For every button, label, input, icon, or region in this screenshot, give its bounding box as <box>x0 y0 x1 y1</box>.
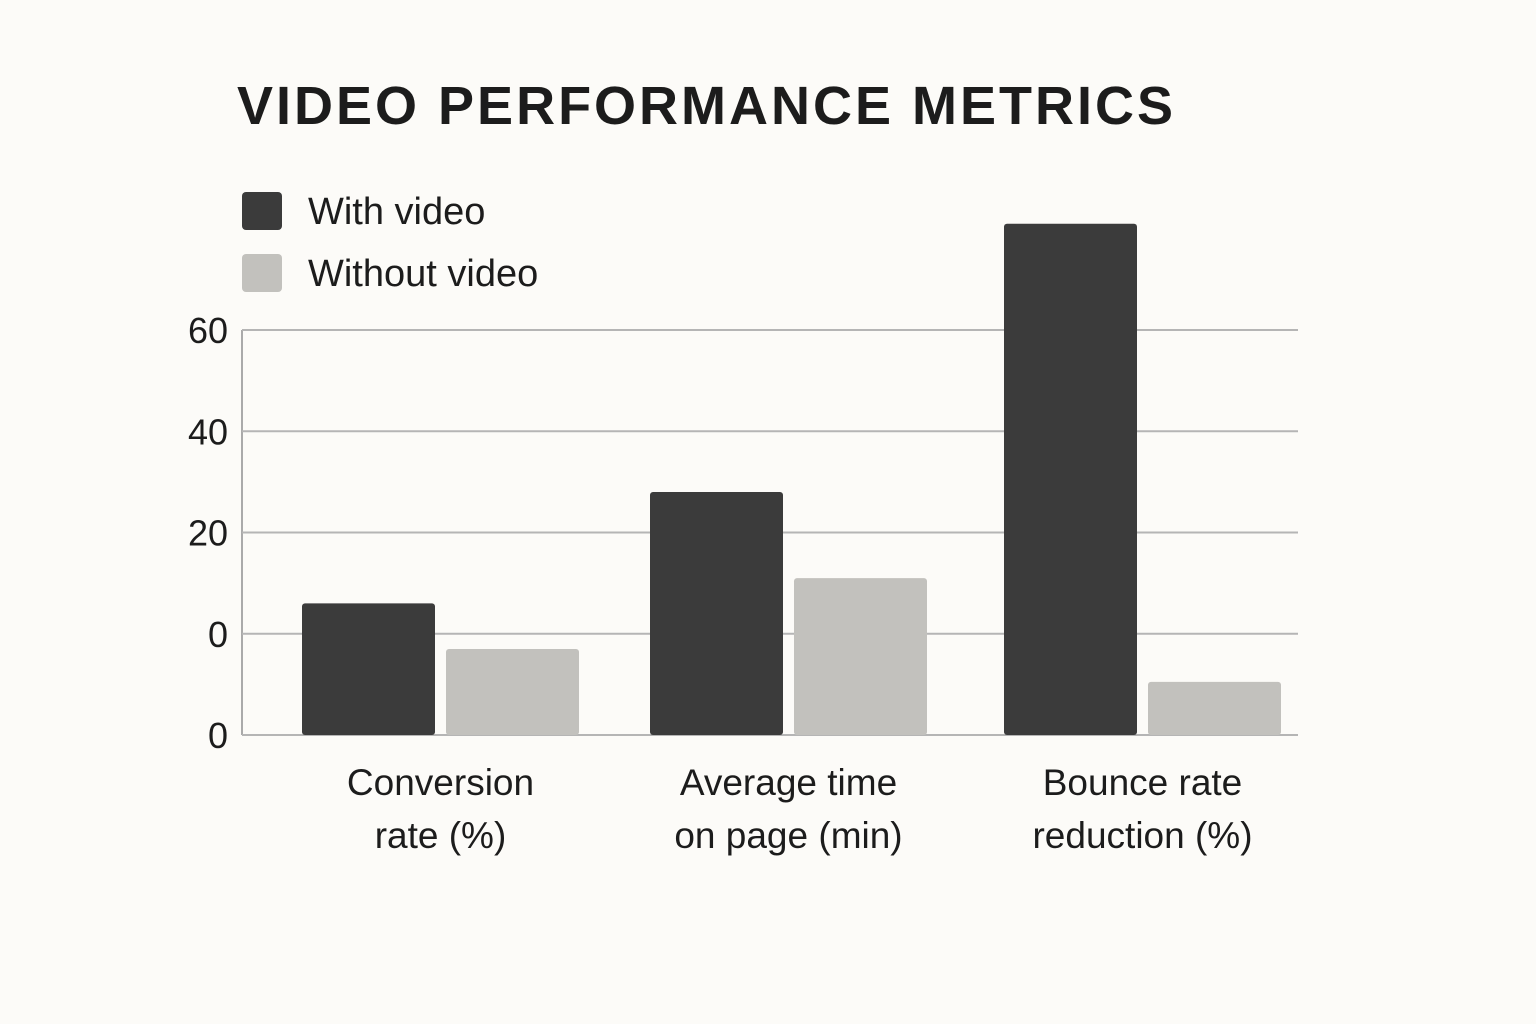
bar <box>650 492 783 735</box>
legend-swatch <box>242 254 282 292</box>
bar <box>446 648 579 735</box>
legend-swatch <box>242 192 282 230</box>
y-tick-label: 0 <box>208 614 228 655</box>
chart-title: VIDEO PERFORMANCE METRICS <box>237 76 1176 136</box>
y-tick-label: 60 <box>188 310 228 351</box>
x-tick-label: Conversion rate (%) <box>346 762 535 856</box>
bar <box>1004 223 1137 735</box>
bar <box>794 578 927 735</box>
y-tick-label: 20 <box>188 513 228 554</box>
x-tick-label: Bounce rate reduction (%) <box>1032 762 1253 856</box>
x-tick-label: Average time on page (min) <box>674 762 903 856</box>
legend-label: With video <box>308 191 485 233</box>
y-tick-label: 40 <box>188 411 228 452</box>
legend-label: Without video <box>308 253 538 295</box>
bar <box>1148 681 1281 735</box>
y-tick-label: 0 <box>208 715 228 756</box>
bar <box>302 603 435 735</box>
